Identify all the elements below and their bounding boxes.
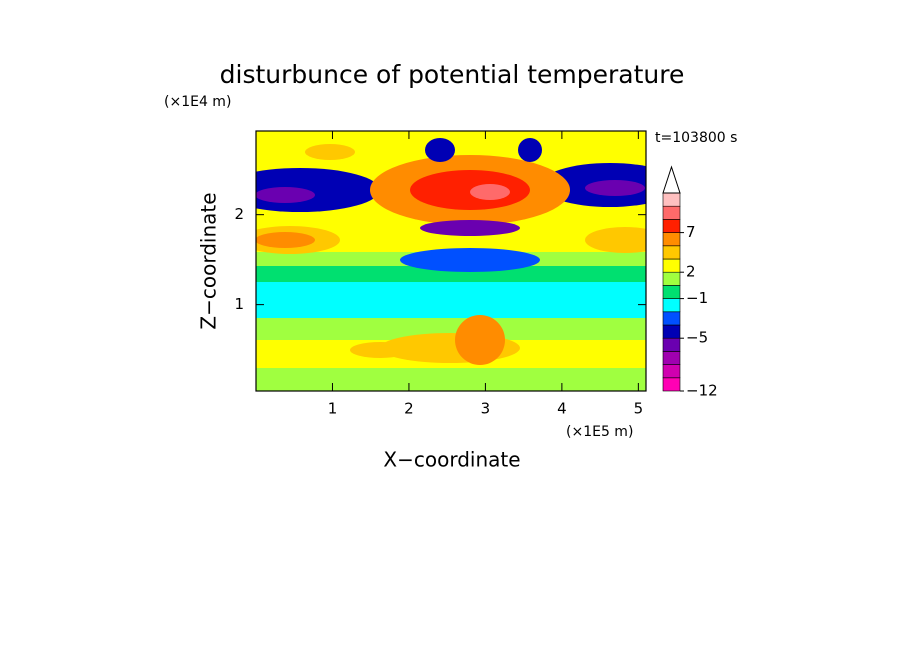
x-axis-label: X−coordinate xyxy=(383,448,520,472)
colorbar-box xyxy=(662,232,681,247)
contour-field xyxy=(256,131,646,391)
y-tick-label: 2 xyxy=(234,205,244,223)
x-tick-label: 5 xyxy=(634,400,644,418)
colorbar-tick-label: −1 xyxy=(686,289,708,307)
x-tick-label: 1 xyxy=(328,400,338,418)
colorbar-box xyxy=(662,258,681,273)
colorbar-box xyxy=(662,192,681,207)
colorbar-box xyxy=(662,285,681,299)
colorbar-tick-label: −5 xyxy=(686,329,708,347)
colorbar-tick-label: 7 xyxy=(686,223,696,241)
y-unit: (×1E4 m) xyxy=(164,94,231,110)
colorbar-box xyxy=(662,245,681,260)
colorbar-box xyxy=(662,219,681,233)
colorbar-box xyxy=(662,337,681,352)
x-tick-label: 4 xyxy=(557,400,567,418)
x-tick-label: 2 xyxy=(404,400,414,418)
time-label: t=103800 s xyxy=(655,130,737,146)
y-tick-label: 1 xyxy=(234,295,244,313)
colorbar-extend xyxy=(662,165,681,194)
colorbar-box xyxy=(662,298,681,313)
colorbar-box xyxy=(662,377,681,392)
colorbar-tick-label: −12 xyxy=(686,382,718,400)
colorbar-tick-label: 2 xyxy=(686,263,696,281)
colorbar-box xyxy=(662,271,681,286)
colorbar-box xyxy=(662,205,681,220)
colorbar-box xyxy=(662,351,681,365)
x-tick-label: 3 xyxy=(481,400,491,418)
colorbar-box xyxy=(662,324,681,339)
colorbar-box xyxy=(662,311,681,326)
chart-title: disturbunce of potential temperature xyxy=(220,60,685,89)
colorbar-box xyxy=(662,364,681,379)
x-unit: (×1E5 m) xyxy=(566,424,633,440)
y-axis-label: Z−coordinate xyxy=(197,192,221,329)
plot-frame xyxy=(255,130,647,392)
